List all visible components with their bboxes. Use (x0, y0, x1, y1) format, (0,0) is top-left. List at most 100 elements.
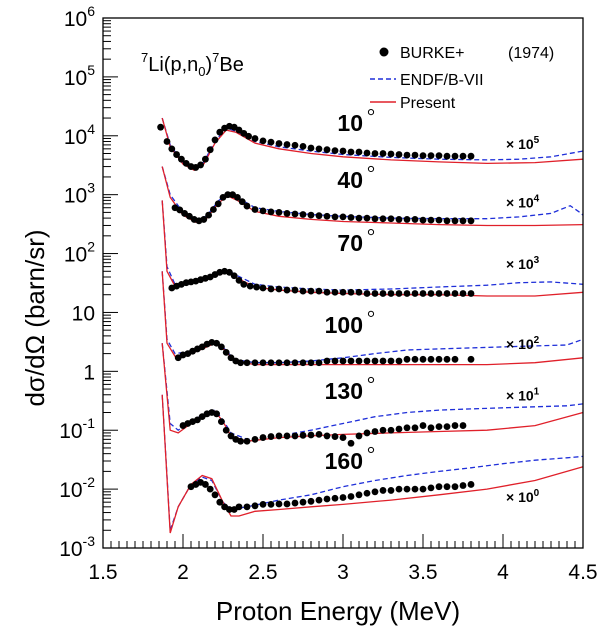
data-point-40 (283, 210, 291, 217)
data-point-10 (379, 150, 387, 157)
data-point-70 (339, 288, 347, 296)
data-point-130 (218, 418, 225, 426)
data-point-130 (395, 425, 403, 433)
degree-symbol-130 (367, 376, 375, 384)
data-point-130 (403, 424, 411, 432)
data-point-160 (403, 485, 411, 493)
angle-label-100: 100 (325, 312, 363, 338)
y-tick-label: 10 (72, 302, 95, 325)
data-point-130 (443, 423, 451, 431)
data-point-40 (200, 216, 208, 223)
multiplier-label-100: × 102 (506, 335, 540, 352)
data-point-40 (347, 214, 355, 221)
data-point-160 (291, 499, 299, 507)
data-point-40 (387, 215, 395, 223)
data-point-160 (339, 494, 347, 501)
data-point-100 (275, 359, 283, 367)
data-point-40 (323, 212, 331, 220)
data-point-10 (419, 152, 427, 160)
data-point-100 (451, 355, 459, 363)
data-point-160 (427, 484, 435, 492)
data-point-40 (371, 215, 379, 223)
y-tick-label: 104 (64, 121, 95, 149)
data-point-40 (234, 193, 241, 201)
data-point-70 (411, 290, 419, 297)
x-tick-label: 4.5 (568, 561, 597, 584)
data-point-160 (443, 483, 451, 491)
x-tick-label: 2.5 (248, 561, 277, 584)
data-point-160 (299, 498, 307, 506)
angle-label-130: 130 (325, 378, 363, 404)
data-point-70 (419, 290, 427, 297)
data-point-10 (315, 145, 323, 153)
data-point-40 (363, 214, 371, 222)
data-point-100 (427, 355, 435, 363)
data-point-70 (363, 290, 371, 297)
data-point-10 (331, 147, 339, 155)
data-point-70 (435, 290, 443, 297)
data-point-10 (202, 155, 209, 163)
data-point-40 (176, 206, 184, 214)
data-point-10 (216, 128, 224, 136)
data-point-10 (467, 152, 475, 160)
data-point-40 (395, 216, 403, 223)
data-point-70 (299, 287, 307, 295)
data-point-100 (331, 357, 339, 365)
data-points-layer (157, 122, 475, 513)
data-point-100 (267, 359, 275, 367)
data-point-10 (235, 126, 243, 134)
data-point-130 (275, 432, 283, 440)
data-point-130 (435, 423, 443, 431)
data-point-160 (267, 501, 275, 508)
data-point-70 (355, 288, 363, 296)
data-point-10 (206, 146, 214, 154)
data-point-10 (395, 151, 403, 158)
degree-symbol-40 (367, 165, 375, 173)
data-point-100 (355, 357, 363, 365)
data-point-100 (339, 357, 347, 365)
y-tick-label: 10-3 (59, 533, 95, 561)
data-point-70 (267, 285, 275, 293)
data-point-70 (379, 290, 387, 297)
curves-layer (161, 117, 584, 534)
data-point-10 (347, 148, 355, 156)
data-point-10 (182, 159, 190, 167)
data-point-130 (363, 429, 371, 437)
data-point-160 (363, 489, 371, 497)
reaction-target: Li(p,n (148, 54, 198, 76)
data-point-160 (331, 494, 339, 502)
data-point-40 (307, 211, 315, 219)
data-point-130 (267, 433, 275, 440)
data-point-70 (427, 290, 435, 297)
reaction-product: Be (219, 54, 243, 76)
data-point-40 (379, 215, 387, 223)
data-point-130 (315, 430, 323, 438)
data-point-130 (411, 424, 419, 432)
data-point-70 (467, 290, 475, 297)
data-point-130 (387, 426, 395, 434)
data-point-40 (275, 208, 283, 216)
data-point-160 (347, 493, 355, 500)
data-point-100 (243, 359, 251, 367)
data-point-100 (443, 355, 451, 363)
data-point-160 (235, 503, 243, 511)
data-point-40 (238, 198, 246, 206)
data-point-160 (395, 485, 403, 493)
data-point-130 (291, 432, 299, 440)
multiplier-label-160: × 100 (506, 488, 540, 505)
data-point-40 (435, 216, 443, 224)
data-point-40 (210, 206, 217, 213)
data-point-160 (451, 483, 459, 491)
data-point-10 (427, 152, 435, 160)
data-point-160 (459, 482, 467, 489)
data-point-130 (194, 416, 201, 424)
data-point-10 (435, 152, 443, 160)
data-point-160 (275, 500, 283, 508)
x-tick-label: 1.5 (88, 561, 117, 584)
data-point-130 (259, 434, 267, 441)
data-point-70 (451, 290, 459, 297)
data-point-100 (315, 359, 323, 367)
data-point-100 (299, 359, 307, 367)
data-point-40 (411, 216, 419, 223)
reaction-close: ) (206, 54, 213, 76)
